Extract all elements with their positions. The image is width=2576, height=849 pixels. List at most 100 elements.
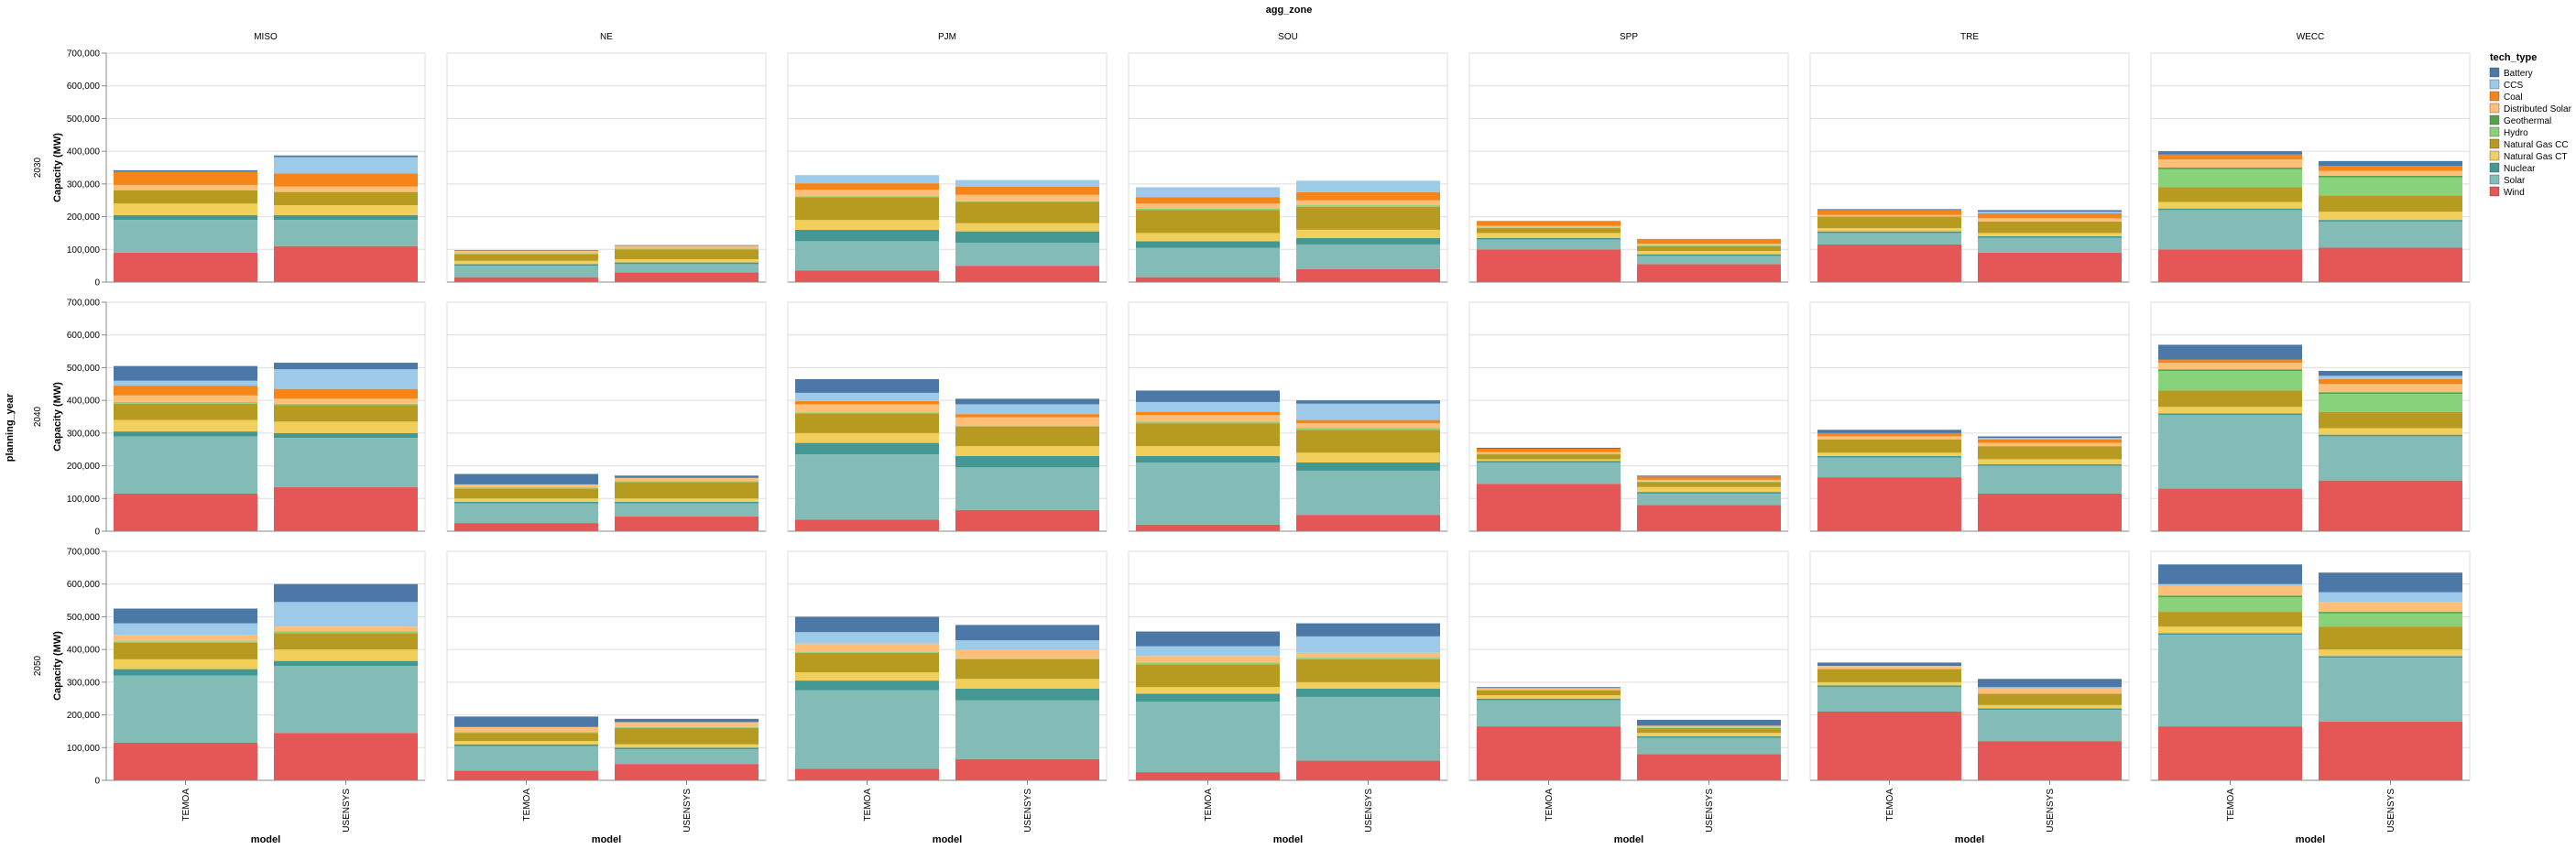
bar-segment-nuclear (114, 669, 257, 676)
facet-panel (1809, 52, 2130, 283)
y-tick-label: 300,000 (67, 429, 101, 439)
bar-segment-wind (114, 252, 257, 282)
bar-segment-natural-gas-cc (1637, 245, 1781, 252)
bar-segment-distributed-solar (1136, 203, 1280, 209)
bar-segment-battery (2319, 160, 2462, 167)
bar-segment-hydro (955, 201, 1099, 202)
legend-label: Nuclear (2504, 164, 2536, 174)
bar-segment-hydro (1296, 658, 1440, 659)
row-label: planning_year (5, 393, 16, 462)
bar-segment-natural-gas-cc (1817, 440, 1961, 453)
bar-segment-wind (2158, 726, 2302, 780)
y-axis-title: Capacity (MW) (52, 133, 63, 202)
bar-segment-natural-gas-ct (1296, 229, 1440, 238)
bar-segment-solar (795, 241, 939, 271)
legend-item: Distributed Solar (2489, 103, 2572, 114)
legend-item: Battery (2489, 67, 2533, 79)
bar-segment-natural-gas-cc (1477, 228, 1621, 234)
bar-segment-battery (1817, 209, 1961, 211)
bar-segment-nuclear (274, 660, 418, 666)
facet-panels: MISO 0 100,000 200,000 300,000 400,000 500,000… (33, 32, 2471, 845)
bar-segment-hydro (2158, 371, 2302, 391)
x-tick-label: USENSYS (1705, 789, 1715, 833)
bar-segment-hydro (114, 401, 257, 404)
bar-segment-geothermal (2158, 595, 2302, 597)
bar-segment-natural-gas-ct (2158, 407, 2302, 414)
bar-segment-solar (2319, 436, 2462, 481)
bar-segment-battery (2158, 344, 2302, 360)
bar-segment-solar (2158, 635, 2302, 727)
facet-panel (2150, 52, 2471, 283)
facet-panel (446, 301, 767, 532)
bar-segment-nuclear (1817, 685, 1961, 688)
bar-segment-wind (2319, 721, 2462, 780)
y-tick-label: 500,000 (67, 114, 101, 125)
bar-segment-wind (795, 768, 939, 780)
bar-segment-natural-gas-ct (2319, 428, 2462, 435)
bar-segment-wind (955, 509, 1099, 531)
y-tick-label: 600,000 (67, 331, 101, 341)
bar-segment-natural-gas-cc (274, 191, 418, 206)
facet-panel (1128, 52, 1448, 283)
bar-segment-distributed-solar (1637, 244, 1781, 245)
bar-segment-battery (454, 473, 598, 484)
bar-segment-natural-gas-ct (2158, 626, 2302, 634)
bar-segment-battery (274, 363, 418, 370)
bar-segment-nuclear (955, 689, 1099, 701)
bar-segment-hydro (274, 631, 418, 634)
bar-segment-hydro (274, 191, 418, 192)
bar-segment-natural-gas-ct (1637, 733, 1781, 736)
bar-segment-distributed-solar (1296, 652, 1440, 659)
bar-segment-geothermal (2158, 168, 2302, 169)
bar-segment-solar (274, 666, 418, 734)
x-tick-label: TEMOA (522, 789, 532, 822)
legend-item: Wind (2489, 186, 2525, 198)
bar-segment-ccs (1136, 187, 1280, 198)
bar-segment-wind (2319, 480, 2462, 531)
bar-segment-natural-gas-cc (1637, 482, 1781, 487)
bar-segment-solar (114, 675, 257, 743)
bar-segment-natural-gas-ct (615, 259, 759, 263)
bar-segment-hydro (795, 651, 939, 653)
bar-segment-ccs (1978, 438, 2122, 440)
bar-segment-distributed-solar (1136, 656, 1280, 663)
y-axis-title: Capacity (MW) (52, 631, 63, 701)
y-tick-label: 100,000 (67, 744, 101, 754)
bar-segment-hydro (795, 196, 939, 198)
bar-segment-solar (1296, 244, 1440, 269)
bar-segment-wind (114, 493, 257, 531)
legend-label: Wind (2504, 188, 2525, 198)
bar-segment-ccs (1296, 403, 1440, 420)
y-tick-label: 0 (94, 278, 100, 288)
bar-segment-coal (1978, 440, 2122, 443)
bar-segment-natural-gas-cc (1817, 669, 1961, 682)
bar-segment-natural-gas-cc (454, 733, 598, 742)
bar-segment-natural-gas-cc (114, 643, 257, 659)
bar-segment-natural-gas-cc (2158, 390, 2302, 408)
bar-segment-natural-gas-cc (1637, 727, 1781, 734)
bar-segment-solar (795, 454, 939, 520)
bar-segment-wind (2158, 488, 2302, 531)
bar-segment-wind (1637, 505, 1781, 531)
bar-segment-hydro (1477, 690, 1621, 691)
bar-segment-wind (1477, 726, 1621, 780)
bar-segment-nuclear (274, 432, 418, 439)
bar-segment-wind (1136, 524, 1280, 531)
legend-label: Coal (2504, 93, 2523, 103)
bar-segment-natural-gas-cc (274, 405, 418, 422)
bar-segment-battery (1136, 390, 1280, 402)
bar-segment-natural-gas-ct (454, 260, 598, 265)
bar-segment-distributed-solar (1817, 214, 1961, 217)
bar-segment-natural-gas-cc (454, 488, 598, 499)
bar-segment-battery (1296, 623, 1440, 637)
bar-segment-natural-gas-ct (2158, 201, 2302, 209)
y-tick-label: 600,000 (67, 580, 101, 590)
bar-segment-ccs (1978, 212, 2122, 213)
bar-segment-natural-gas-cc (795, 413, 939, 433)
x-tick-label: TEMOA (1204, 789, 1214, 822)
facet-panel: TEMOA USENSYS model (1468, 550, 1789, 845)
bar-segment-geothermal (2319, 392, 2462, 394)
bar-segment-nuclear (1978, 236, 2122, 238)
